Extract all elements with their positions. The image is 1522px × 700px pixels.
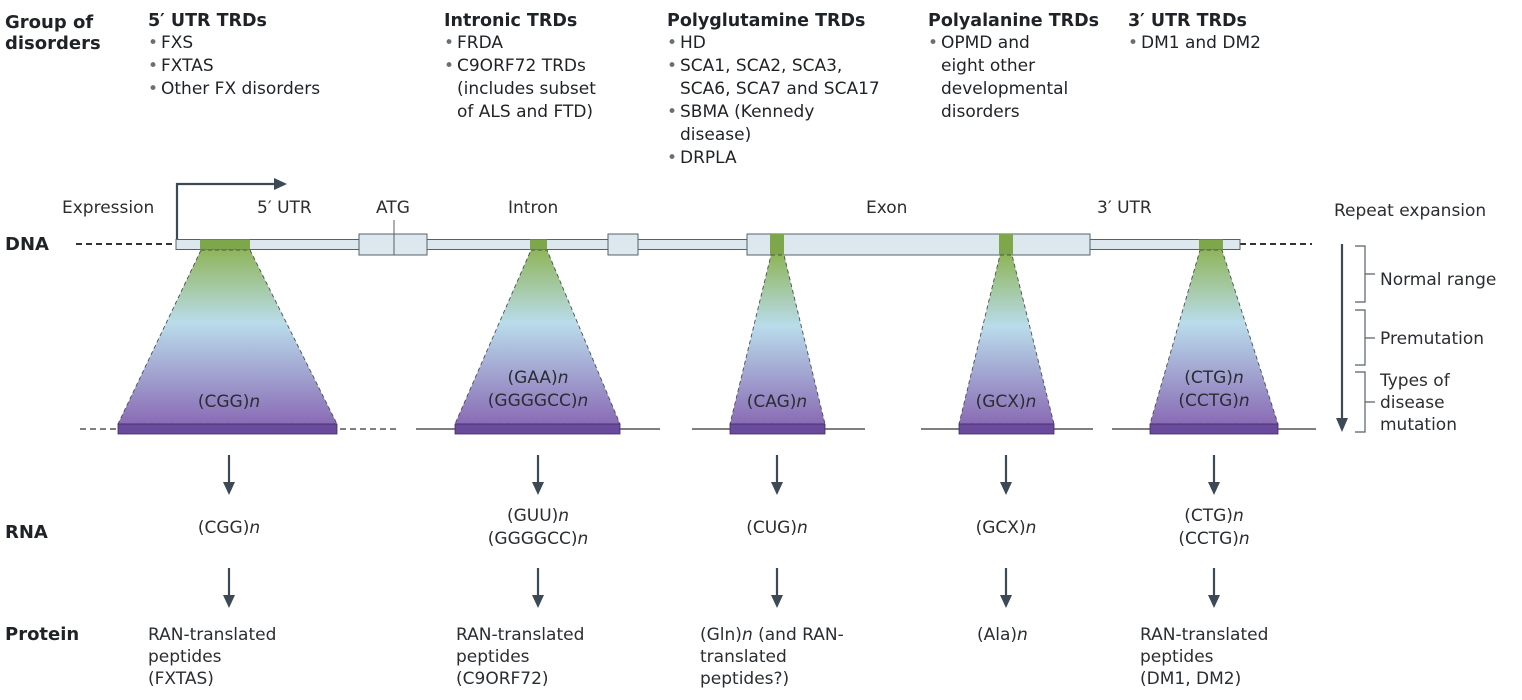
dna-repeat-5utr: (CGG)n: [198, 391, 260, 414]
disease-bar-intron: [454, 423, 621, 435]
disease-bar-cag: [729, 423, 826, 435]
repeat-sequence: (GUU)n: [506, 506, 570, 526]
disease-mutation-bracket: [1355, 371, 1375, 433]
group-list: FXSFXTASOther FX disorders: [148, 32, 320, 101]
flow-arrows: [223, 455, 1220, 608]
repeat-mark-5utr: [200, 239, 250, 250]
expansion-trapezoid-5utr: [117, 249, 338, 425]
group-list-item: FXS: [148, 32, 320, 55]
repeat-sequence: (GCX)n: [975, 518, 1037, 538]
rna-row-label: RNA: [5, 522, 48, 543]
disease-bar-3utr: [1149, 423, 1279, 435]
protein-3utr: RAN-translated peptides (DM1, DM2): [1140, 625, 1269, 689]
expression-arrowhead: [274, 178, 287, 190]
protein-5utr: RAN-translated peptides (FXTAS): [148, 625, 277, 689]
gene-backbone: [175, 239, 1241, 250]
repeat-sequence: (CGG)n: [197, 392, 261, 412]
repeat-mark-exon-gcx: [999, 234, 1013, 255]
group-title: Intronic TRDs: [444, 11, 578, 31]
group-title: 3′ UTR TRDs: [1128, 11, 1247, 31]
expansion-trapezoid-cag: [729, 254, 826, 425]
normal-range-label: Normal range: [1380, 270, 1497, 290]
repeat-sequence: (GGGGCC)n: [487, 391, 589, 411]
repeat-sequence: (GAA)n: [507, 368, 569, 388]
repeat-expansion-arrowhead: [1336, 418, 1348, 432]
repeat-sequence: (CAG)n: [746, 392, 808, 412]
group-list-item: SCA1, SCA2, SCA3,SCA6, SCA7 and SCA17: [667, 55, 880, 101]
dna-repeat-gcx: (GCX)n: [976, 391, 1037, 414]
repeat-sequence: (CTG)n: [1184, 506, 1244, 526]
group-title: Polyalanine TRDs: [928, 11, 1100, 31]
group-list-item: DM1 and DM2: [1128, 32, 1261, 55]
repeat-mark-3utr: [1199, 239, 1223, 250]
repeat-expansion-title: Repeat expansion: [1334, 201, 1487, 221]
repeat-sequence: (CCTG)n: [1178, 391, 1250, 411]
group-5utr-trds: 5′ UTR TRDs FXSFXTASOther FX disorders: [148, 10, 320, 101]
exon-block-large: [746, 233, 1091, 256]
group-title: 5′ UTR TRDs: [148, 11, 267, 31]
dna-repeat-cag: (CAG)n: [747, 391, 807, 414]
premutation-label: Premutation: [1380, 329, 1485, 349]
repeat-mark-intron: [530, 239, 547, 250]
repeat-sequence: (CCTG)n: [1178, 529, 1250, 549]
normal-range-bracket: [1355, 245, 1375, 303]
exon-block-small: [607, 233, 639, 256]
expression-label: Expression: [62, 198, 155, 218]
group-list: HDSCA1, SCA2, SCA3,SCA6, SCA7 and SCA17S…: [667, 32, 880, 170]
atg-label: ATG: [376, 198, 410, 218]
rna-repeat-5utr: (CGG)n: [198, 517, 260, 540]
disease-bar-gcx: [958, 423, 1055, 435]
group-title: Polyglutamine TRDs: [667, 11, 866, 31]
group-polyglutamine-trds: Polyglutamine TRDs HDSCA1, SCA2, SCA3,SC…: [667, 10, 880, 170]
expression-arrow: [175, 182, 278, 242]
intron-label: Intron: [508, 198, 559, 218]
exon-block-atg: [358, 233, 428, 256]
protein-cag: (Gln)n (and RAN-translated peptides?): [700, 625, 844, 689]
rna-repeat-cag: (CUG)n: [746, 517, 808, 540]
expansion-trapezoid-gcx: [958, 254, 1055, 425]
utr3-label: 3′ UTR: [1097, 198, 1152, 218]
group-list-item: FRDA: [444, 32, 596, 55]
disease-mutation-label: Types of disease mutation: [1380, 371, 1457, 435]
premutation-bracket: [1355, 309, 1375, 366]
repeat-mark-exon-cag: [770, 234, 784, 255]
rna-repeat-intron: (GUU)n (GGGGCC)n: [488, 505, 588, 551]
utr5-label: 5′ UTR: [257, 198, 312, 218]
group-3utr-trds: 3′ UTR TRDs DM1 and DM2: [1128, 10, 1261, 55]
repeat-sequence: (CGG)n: [197, 518, 261, 538]
repeat-sequence: (CUG)n: [746, 518, 808, 538]
repeat-sequence: (GGGGCC)n: [487, 529, 589, 549]
dna-repeat-intron: (GAA)n (GGGGCC)n: [488, 367, 588, 413]
dna-row-label: DNA: [5, 234, 49, 255]
repeat-sequence: (CTG)n: [1184, 368, 1244, 388]
group-list-item: HD: [667, 32, 880, 55]
group-list: DM1 and DM2: [1128, 32, 1261, 55]
dna-repeat-3utr: (CTG)n (CCTG)n: [1178, 367, 1249, 413]
protein-gcx: (Ala)n: [977, 625, 1028, 645]
protein-intron: RAN-translated peptides (C9ORF72): [456, 625, 585, 689]
disease-bar-5utr: [117, 423, 338, 435]
rna-repeat-3utr: (CTG)n (CCTG)n: [1178, 505, 1249, 551]
group-list-item: DRPLA: [667, 147, 880, 170]
group-list-item: Other FX disorders: [148, 78, 320, 101]
group-list-item: FXTAS: [148, 55, 320, 78]
repeat-sequence: (GCX)n: [975, 392, 1037, 412]
group-intronic-trds: Intronic TRDs FRDAC9ORF72 TRDs(includes …: [444, 10, 596, 124]
rna-repeat-gcx: (GCX)n: [976, 517, 1037, 540]
group-of-disorders-label: Group of disorders: [5, 12, 101, 54]
protein-row-label: Protein: [5, 624, 80, 645]
exon-label: Exon: [866, 198, 908, 218]
